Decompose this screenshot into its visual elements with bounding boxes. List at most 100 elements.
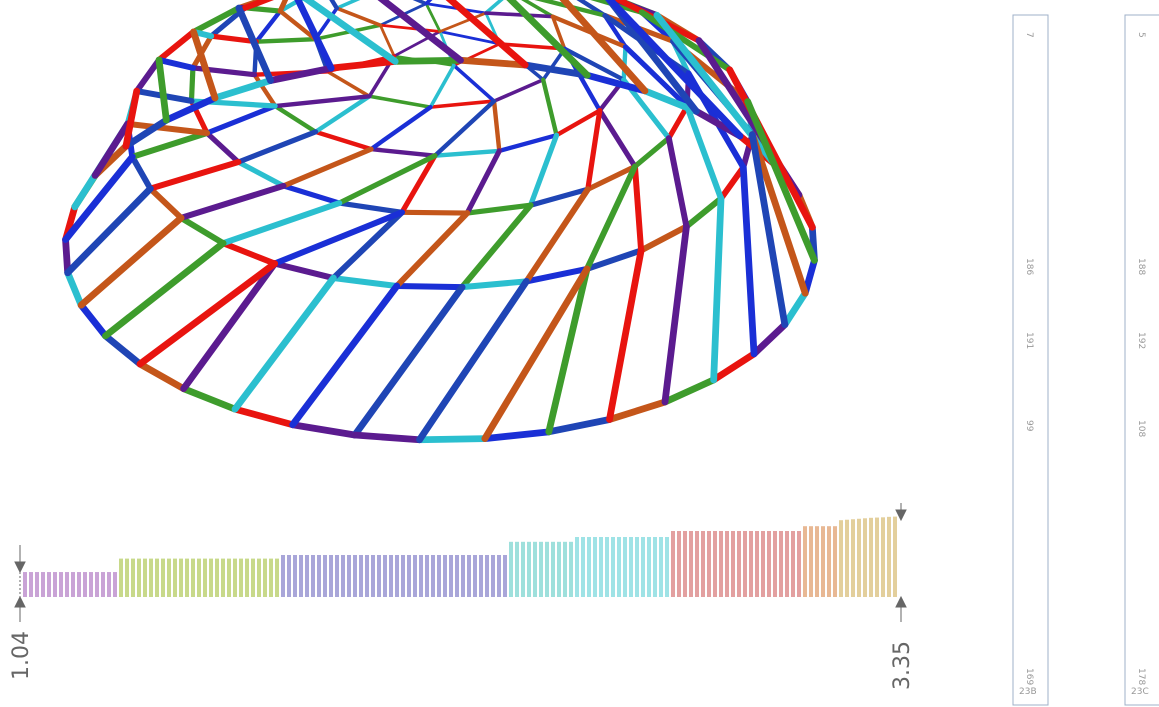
bar [431, 555, 435, 597]
bar [653, 537, 657, 597]
strut [339, 203, 402, 212]
strut [284, 149, 372, 186]
bar [113, 572, 117, 597]
strut [207, 133, 238, 162]
bar [797, 531, 801, 597]
bar [155, 559, 159, 597]
max-marker [896, 503, 906, 622]
bar [83, 572, 87, 597]
strut [137, 60, 159, 91]
strut [327, 71, 369, 96]
bar [293, 555, 297, 597]
bar [695, 531, 699, 597]
strut [355, 435, 420, 440]
min-label: 1.04 [9, 631, 34, 680]
bar [125, 559, 129, 597]
bar [89, 572, 93, 597]
bar [425, 555, 429, 597]
bar [617, 537, 621, 597]
strut [467, 205, 530, 213]
strut [238, 132, 315, 162]
bar [101, 572, 105, 597]
strut [435, 151, 499, 156]
bar [95, 572, 99, 597]
bar [737, 531, 741, 597]
bar [563, 542, 567, 597]
strut [191, 68, 192, 101]
bar [377, 555, 381, 597]
strut [402, 212, 467, 213]
bar [323, 555, 327, 597]
bar [143, 559, 147, 597]
strut [714, 198, 721, 379]
strut [485, 269, 587, 439]
strut [235, 409, 293, 425]
bar [23, 572, 27, 597]
strut [293, 425, 355, 435]
strut [435, 101, 494, 156]
bar [47, 572, 51, 597]
strut [467, 151, 499, 213]
strut [66, 240, 68, 273]
bar [629, 537, 633, 597]
strut [600, 111, 635, 167]
bar [503, 555, 507, 597]
strut [499, 135, 556, 151]
strut [275, 106, 315, 132]
strut [150, 189, 181, 218]
bar [215, 559, 219, 597]
bar [257, 559, 261, 597]
strut [462, 205, 530, 287]
strut [486, 13, 553, 17]
bar [209, 559, 213, 597]
bar [683, 531, 687, 597]
bar [845, 520, 849, 597]
bar [803, 526, 807, 597]
max-label: 3.35 [890, 641, 915, 690]
strut [275, 264, 334, 278]
bar [701, 531, 705, 597]
panel-label: 186 [1024, 258, 1034, 275]
strut [105, 336, 140, 364]
strut [543, 80, 556, 135]
strut [686, 198, 721, 226]
side-panels: 71861919916923B518819210817823C [1013, 15, 1159, 705]
strut [714, 354, 754, 380]
strut [397, 213, 467, 286]
bar [821, 526, 825, 597]
bar [341, 555, 345, 597]
strut [635, 138, 669, 166]
strut [159, 60, 166, 120]
bar [269, 559, 273, 597]
bar [275, 559, 279, 597]
strut [641, 227, 686, 251]
bar [659, 537, 663, 597]
bar [635, 537, 639, 597]
strut [754, 325, 785, 354]
bar [869, 518, 873, 597]
bar [263, 559, 267, 597]
strut [128, 124, 207, 133]
bar [749, 531, 753, 597]
strut [669, 106, 687, 138]
bar [791, 531, 795, 597]
strut [369, 96, 430, 107]
bar [497, 555, 501, 597]
bar [305, 555, 309, 597]
bar [827, 526, 831, 597]
strut [609, 402, 665, 419]
bar [833, 526, 837, 597]
strut [68, 273, 81, 305]
bar [311, 555, 315, 597]
bar [587, 537, 591, 597]
strut [430, 101, 494, 107]
bar [839, 520, 843, 597]
bar [611, 537, 615, 597]
dome-model [66, 0, 815, 440]
strut [430, 65, 453, 107]
strut [371, 149, 435, 156]
strut [333, 278, 396, 286]
bar [725, 531, 729, 597]
strut [256, 39, 315, 42]
bar [647, 537, 651, 597]
